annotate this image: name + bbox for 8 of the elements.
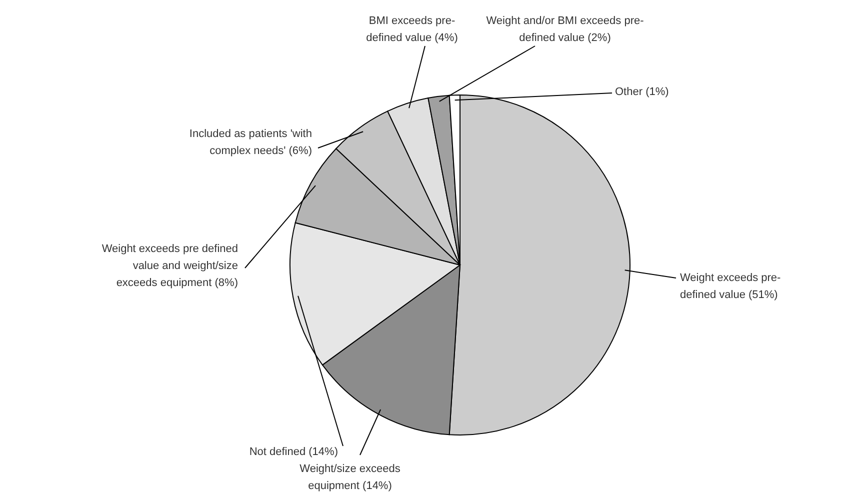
slice-label: Weight exceeds pre defined value and weight/size exceeds equipment (8%) (102, 243, 238, 289)
slice-label: Not defined (14%) (249, 446, 338, 458)
slice-label: Included as patients 'with complex needs' (6%) (189, 128, 312, 157)
slice-label: Other (1%) (615, 86, 669, 98)
slice-label: Weight and/or BMI exceeds pre-defined value (2%) (486, 15, 644, 44)
slice-label: Weight/size exceeds equipment (14%) (300, 463, 401, 492)
slice-label: BMI exceeds pre-defined value (4%) (366, 15, 458, 44)
slice-label: Weight exceeds pre-defined value (51%) (680, 272, 782, 301)
